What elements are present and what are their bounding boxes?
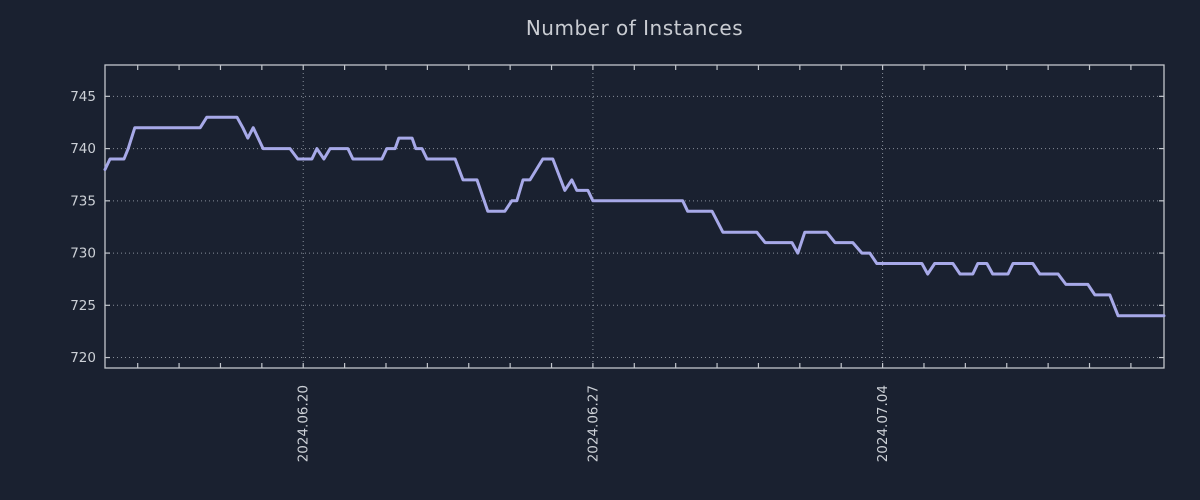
series-line-instances (103, 115, 1166, 318)
y-tick-label: 745 (70, 89, 96, 105)
x-tick-labels: 2024.06.20 2024.06.27 2024.07.04 (296, 385, 891, 462)
y-tick-label: 720 (70, 350, 96, 366)
y-tick-label: 725 (70, 298, 96, 314)
x-tick-label: 2024.06.20 (296, 385, 312, 462)
y-gridlines (105, 95, 1164, 359)
y-tick-label: 730 (70, 246, 96, 262)
y-tick-label: 740 (70, 141, 96, 157)
x-gridlines (302, 65, 884, 368)
chart-title: Number of Instances (525, 16, 744, 40)
tick-marks (105, 65, 1164, 368)
y-tick-labels: 720 725 730 735 740 745 (70, 89, 96, 366)
y-tick-label: 735 (70, 193, 96, 209)
x-tick-label: 2024.06.27 (585, 385, 601, 462)
plot-frame (104, 64, 1165, 369)
x-tick-label: 2024.07.04 (875, 385, 891, 462)
